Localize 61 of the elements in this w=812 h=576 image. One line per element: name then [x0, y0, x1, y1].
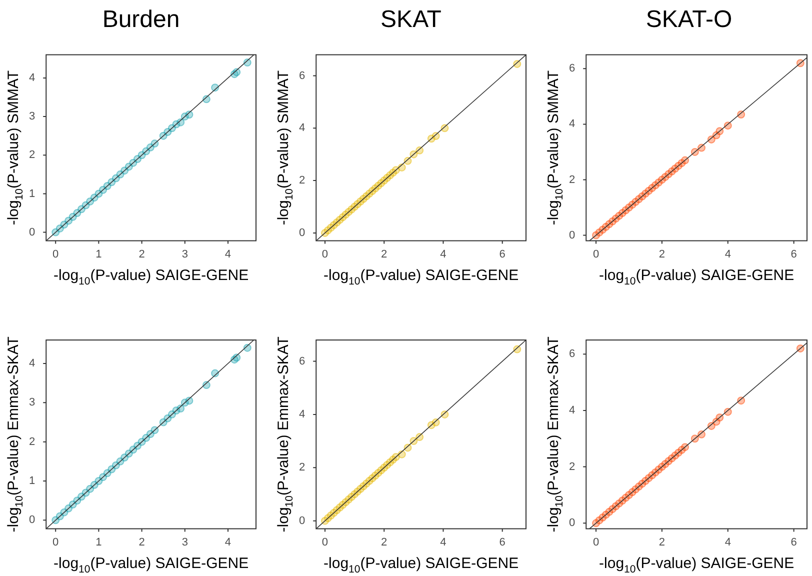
x-tick-label: 2	[658, 248, 666, 260]
x-tick-label: 4	[440, 248, 446, 260]
x-tick-label: 4	[724, 536, 731, 548]
x-tick-label: 6	[499, 248, 506, 260]
x-tick-label: 2	[138, 536, 145, 548]
x-tick-label: 2	[658, 536, 666, 548]
x-tick-label: 6	[499, 536, 506, 548]
y-axis-title: -log10(P-value) SMMAT	[545, 70, 566, 226]
x-tick-label: 2	[138, 248, 145, 260]
x-tick-label: 3	[182, 248, 188, 260]
y-tick-label: 4	[298, 122, 306, 134]
x-tick-label: 2	[381, 248, 388, 260]
x-tick-label: 1	[96, 248, 102, 260]
x-tick-label: 4	[440, 536, 446, 548]
chart-title: SKAT	[380, 6, 442, 34]
y-tick-label: 2	[28, 436, 36, 448]
y-tick-label: 6	[298, 355, 306, 368]
x-tick-label: 0	[52, 248, 59, 260]
y-tick-label: 0	[28, 226, 36, 238]
x-tick-label: 0	[322, 536, 328, 548]
x-tick-label: 2	[381, 536, 388, 548]
y-tick-label: 6	[298, 70, 306, 82]
x-tick-label: 0	[52, 536, 59, 548]
y-tick-label: 6	[568, 62, 576, 75]
x-tick-label: 0	[592, 536, 600, 548]
y-tick-label: 0	[568, 517, 576, 530]
y-tick-label: 6	[568, 348, 576, 360]
y-tick-label: 0	[298, 514, 306, 527]
chart-title: SKAT-O	[646, 6, 732, 34]
y-tick-label: 4	[28, 358, 36, 370]
x-tick-label: 1	[96, 536, 102, 548]
y-tick-label: 0	[28, 514, 36, 526]
y-tick-label: 4	[568, 118, 576, 130]
y-tick-label: 4	[28, 72, 36, 84]
y-tick-label: 1	[28, 188, 36, 200]
y-axis-title: -log10(P-value) SMMAT	[5, 70, 26, 226]
y-tick-label: 1	[28, 475, 36, 488]
chart-title: Burden	[102, 6, 180, 34]
y-tick-label: 2	[28, 149, 36, 162]
y-tick-label: 2	[568, 460, 576, 473]
y-tick-label: 4	[568, 404, 576, 416]
y-axis-title: -log10(P-value) Emmax-SKAT	[275, 336, 296, 532]
y-tick-label: 0	[568, 229, 576, 242]
y-tick-label: 3	[28, 110, 36, 123]
y-tick-label: 3	[28, 396, 36, 409]
x-tick-label: 0	[322, 248, 328, 260]
y-axis-title: -log10(P-value) Emmax-SKAT	[545, 336, 566, 532]
y-tick-label: 0	[298, 226, 306, 239]
x-tick-label: 4	[224, 248, 232, 260]
y-tick-label: 2	[298, 174, 306, 187]
y-tick-label: 2	[568, 174, 576, 186]
x-tick-label: 3	[182, 536, 188, 548]
x-tick-label: 4	[224, 536, 232, 548]
y-axis-title: -log10(P-value) SMMAT	[275, 70, 296, 226]
y-tick-label: 2	[298, 462, 306, 474]
x-tick-label: 6	[790, 536, 797, 548]
x-tick-label: 6	[790, 248, 797, 260]
y-axis-title: -log10(P-value) Emmax-SKAT	[5, 336, 26, 532]
y-tick-label: 4	[298, 408, 306, 420]
x-tick-label: 4	[724, 248, 731, 260]
x-tick-label: 0	[592, 248, 600, 260]
